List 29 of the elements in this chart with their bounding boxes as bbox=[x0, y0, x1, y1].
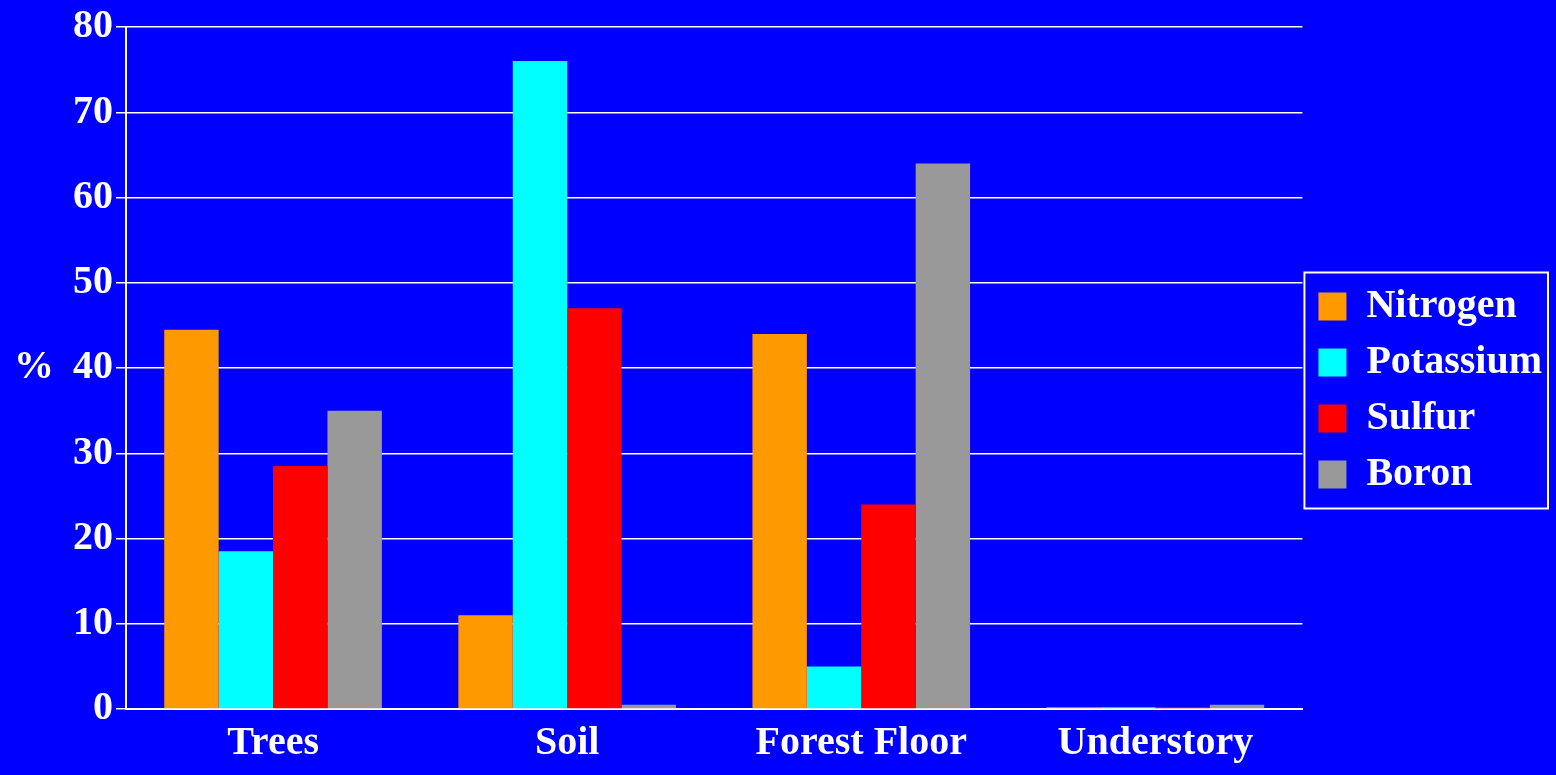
legend-label: Sulfur bbox=[1366, 392, 1476, 438]
y-tick-label: 10 bbox=[73, 598, 113, 644]
x-tick-label: Soil bbox=[534, 718, 600, 764]
bar bbox=[915, 163, 971, 709]
y-tick-label: 50 bbox=[73, 257, 113, 303]
legend-label: Nitrogen bbox=[1366, 280, 1517, 326]
legend-label: Boron bbox=[1366, 448, 1473, 494]
bar bbox=[806, 666, 862, 709]
x-tick-label: Forest Floor bbox=[755, 718, 967, 764]
bar bbox=[458, 615, 513, 709]
y-axis-title: % bbox=[14, 342, 54, 388]
y-tick-label: 60 bbox=[73, 171, 113, 217]
bar bbox=[218, 551, 274, 709]
y-tick-label: 0 bbox=[93, 683, 113, 729]
y-tick-label: 70 bbox=[73, 86, 113, 132]
bar bbox=[327, 410, 382, 709]
y-tick-label: 30 bbox=[73, 427, 113, 473]
legend-label: Potassium bbox=[1366, 336, 1543, 382]
bar bbox=[752, 333, 807, 709]
bar bbox=[164, 329, 219, 709]
bar bbox=[512, 61, 568, 709]
bar bbox=[273, 466, 328, 709]
x-tick-label: Understory bbox=[1057, 718, 1254, 764]
y-tick-label: 40 bbox=[73, 342, 113, 388]
y-tick-label: 20 bbox=[73, 512, 113, 558]
y-tick-label: 80 bbox=[73, 1, 113, 47]
bar bbox=[567, 308, 622, 709]
bar bbox=[861, 504, 916, 709]
x-tick-label: Trees bbox=[227, 718, 319, 764]
